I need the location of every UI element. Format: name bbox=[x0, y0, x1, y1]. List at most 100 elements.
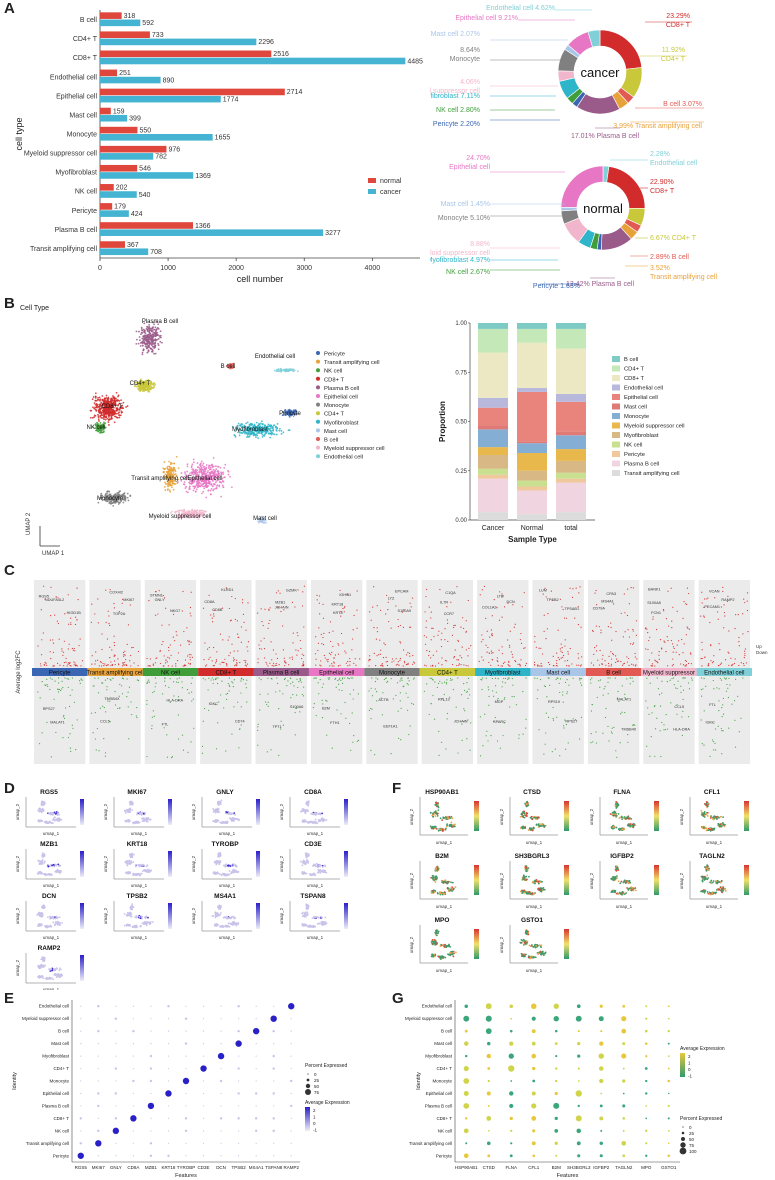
umap-point bbox=[101, 496, 104, 499]
umap-point bbox=[97, 418, 100, 421]
umap-point bbox=[253, 433, 256, 436]
volcano-down-point bbox=[479, 755, 482, 757]
umap-point bbox=[237, 422, 240, 425]
volcano-up-point bbox=[337, 653, 340, 655]
volcano-down-point bbox=[375, 700, 378, 702]
umap-point bbox=[263, 516, 266, 519]
volcano-up-point bbox=[212, 621, 214, 623]
umap-point bbox=[288, 408, 291, 411]
umap-point bbox=[247, 427, 250, 429]
volcano-down-point bbox=[218, 701, 220, 703]
volcano-up-point bbox=[76, 665, 78, 667]
volcano-down-point bbox=[155, 682, 157, 684]
volcano-up-point bbox=[319, 664, 321, 666]
volcano-up-point bbox=[169, 644, 171, 646]
legend-label: cancer bbox=[380, 189, 402, 196]
volcano-down-point bbox=[449, 696, 451, 698]
volcano-down-point bbox=[97, 677, 99, 679]
volcano-down-point bbox=[102, 682, 104, 684]
umap-legend-label: Monocyte bbox=[324, 403, 349, 409]
volcano-down-point bbox=[233, 706, 235, 708]
umap-point bbox=[100, 404, 103, 407]
volcano-up-point bbox=[482, 659, 484, 661]
volcano-down-point bbox=[344, 677, 346, 679]
volcano-down-point bbox=[654, 755, 656, 757]
umap-point bbox=[182, 510, 184, 513]
umap-point bbox=[157, 348, 160, 351]
volcano-up-point bbox=[595, 650, 598, 652]
umap-point bbox=[162, 467, 165, 470]
volcano-down-point bbox=[504, 677, 507, 680]
volcano-up-point bbox=[289, 657, 291, 659]
umap-point bbox=[156, 338, 159, 341]
umap-point bbox=[150, 388, 152, 391]
volcano-up-gene: MZB1 bbox=[275, 600, 285, 604]
panel-d-letter: D bbox=[4, 780, 15, 797]
volcano-down-point bbox=[317, 682, 319, 684]
volcano-up-gene: FCN1 bbox=[651, 611, 661, 615]
umap-point bbox=[142, 386, 145, 389]
volcano-down-point bbox=[703, 744, 705, 746]
volcano-up-point bbox=[540, 647, 542, 649]
volcano-up-point bbox=[426, 650, 428, 652]
umap-point bbox=[148, 332, 151, 334]
volcano-down-point bbox=[340, 679, 342, 682]
umap-point bbox=[195, 484, 198, 487]
umap-point bbox=[223, 476, 225, 479]
volcano-up-point bbox=[567, 651, 569, 653]
volcano-down-point bbox=[97, 692, 100, 694]
umap-point bbox=[213, 473, 215, 476]
volcano-down-point bbox=[346, 677, 349, 679]
stacked-segment bbox=[556, 449, 586, 461]
umap-point bbox=[101, 494, 104, 497]
volcano-up-point bbox=[264, 657, 266, 659]
volcano-bg-up bbox=[34, 580, 86, 668]
volcano-down-point bbox=[589, 679, 592, 681]
feature-colorbar bbox=[80, 799, 84, 825]
volcano-up-point bbox=[69, 662, 71, 664]
bar-value-label: 367 bbox=[127, 242, 139, 249]
volcano-down-point bbox=[525, 718, 527, 720]
donut-slice-label: Myofibroblast 7.11% bbox=[430, 93, 480, 100]
donut-slice-pct: 2.28% bbox=[650, 151, 670, 158]
volcano-up-point bbox=[671, 627, 673, 629]
volcano-down-point bbox=[714, 742, 716, 744]
volcano-up-point bbox=[110, 664, 112, 666]
volcano-up-point bbox=[498, 619, 501, 621]
volcano-up-point bbox=[373, 652, 375, 655]
volcano-down-point bbox=[94, 711, 96, 714]
volcano-up-point bbox=[658, 651, 660, 653]
volcano-up-point bbox=[683, 643, 685, 645]
umap-point bbox=[185, 490, 188, 493]
volcano-up-point bbox=[291, 658, 294, 660]
umap-point bbox=[196, 515, 199, 517]
feature-point bbox=[145, 820, 148, 823]
volcano-up-point bbox=[70, 665, 72, 667]
umap-point bbox=[203, 512, 206, 515]
volcano-up-point bbox=[233, 659, 235, 661]
bar-cancer bbox=[100, 76, 161, 84]
volcano-down-point bbox=[109, 721, 111, 723]
volcano-up-point bbox=[577, 623, 580, 626]
volcano-down-point bbox=[215, 678, 217, 680]
volcano-group-label: B cell bbox=[606, 671, 621, 677]
umap-point bbox=[138, 336, 141, 338]
volcano-up-point bbox=[501, 593, 503, 595]
volcano-up-point bbox=[622, 663, 624, 665]
umap-point bbox=[287, 370, 290, 373]
volcano-up-point bbox=[627, 629, 629, 631]
stacked-legend-label: CD4+ T bbox=[624, 367, 644, 373]
volcano-down-point bbox=[339, 677, 341, 679]
volcano-down-point bbox=[554, 748, 556, 750]
volcano-up-point bbox=[100, 661, 102, 663]
volcano-up-point bbox=[620, 612, 622, 614]
volcano-down-point bbox=[63, 717, 66, 719]
volcano-down-point bbox=[607, 677, 609, 679]
umap-point bbox=[91, 416, 94, 419]
volcano-up-point bbox=[689, 652, 692, 654]
volcano-up-gene: IL7R bbox=[440, 600, 448, 604]
volcano-up-point bbox=[717, 664, 720, 667]
volcano-up-point bbox=[49, 639, 52, 641]
volcano-down-point bbox=[703, 677, 705, 680]
volcano-up-point bbox=[540, 665, 542, 667]
